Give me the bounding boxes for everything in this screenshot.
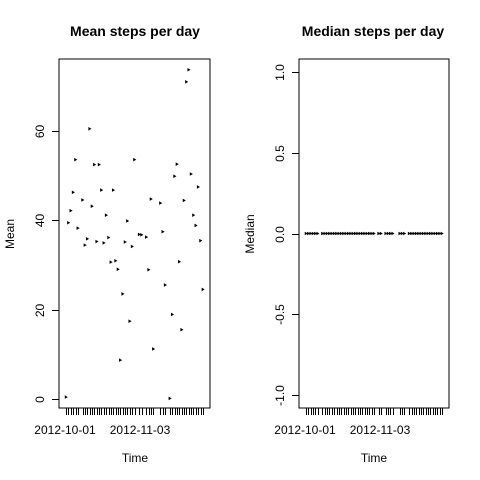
mean-y-tick-label-2: 20 xyxy=(33,304,47,318)
median-y-tick-label-5: 1.0 xyxy=(273,64,287,81)
mean-y-tick-label-4: 60 xyxy=(33,125,47,139)
mean-x-axis-ticks xyxy=(67,408,204,415)
median-x-tick-label-2: 2012-11-03 xyxy=(350,423,411,437)
mean-x-tick-label-2: 2012-11-03 xyxy=(110,423,171,437)
median-y-tick-label-3: 0.0 xyxy=(273,226,287,243)
mean-x-axis-label: Time xyxy=(122,451,149,465)
median-chart-title: Median steps per day xyxy=(302,23,445,39)
median-y-tick-label-2: -0.5 xyxy=(273,304,287,325)
median-y-axis-label: Median xyxy=(243,214,257,253)
mean-y-tick-label-1: 0 xyxy=(33,396,47,403)
mean-x-tick-label-1: 2012-10-01 xyxy=(34,423,96,437)
median-y-tick-label-1: -1.0 xyxy=(273,385,287,406)
median-y-tick-label-4: 0.5 xyxy=(273,145,287,162)
mean-chart-title: Mean steps per day xyxy=(70,23,200,39)
mean-y-tick-label-3: 40 xyxy=(33,214,47,228)
median-x-axis-label: Time xyxy=(361,451,388,465)
mean-y-axis-label: Mean xyxy=(3,219,17,249)
median-x-tick-label-1: 2012-10-01 xyxy=(274,423,336,437)
